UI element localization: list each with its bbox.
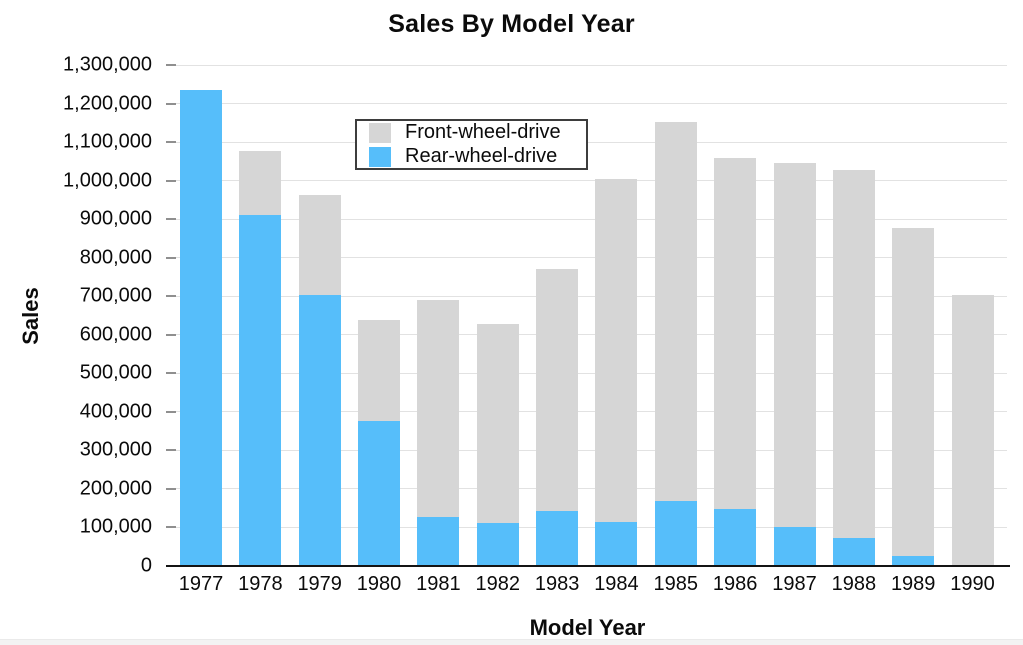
y-axis-tick [166,410,176,413]
bar-rear-wheel-drive-1981 [417,516,460,566]
bar-front-wheel-drive-1985 [654,121,697,502]
x-axis-title: Model Year [529,615,646,640]
y-tick-label: 600,000 [79,323,152,346]
y-tick-label: 700,000 [79,284,152,307]
y-tick-label: 1,200,000 [63,92,152,115]
x-tick-label: 1983 [534,573,580,595]
bar-front-wheel-drive-1988 [832,170,875,539]
bar-front-wheel-drive-1987 [773,162,816,528]
y-axis-tick [166,372,176,375]
gridline [168,218,1007,220]
bar-rear-wheel-drive-1988 [832,538,875,566]
bar-front-wheel-drive-1990 [951,295,994,566]
y-tick-label: 800,000 [79,246,152,269]
y-axis-tick [166,487,176,490]
x-tick-label: 1985 [653,573,699,595]
y-tick-label: 100,000 [79,515,152,538]
gridline [168,411,1007,413]
gridline [168,257,1007,259]
gridline [168,488,1007,490]
y-tick-label: 1,300,000 [63,53,152,76]
y-axis-tick [166,64,176,66]
bar-front-wheel-drive-1989 [892,228,935,557]
gridline [168,449,1007,451]
y-tick-label: 900,000 [79,207,152,230]
x-tick-label: 1987 [772,573,817,595]
y-tick-label: 1,000,000 [63,169,152,192]
y-axis-tick [166,333,176,336]
bar-rear-wheel-drive-1977 [180,90,222,566]
gridline [168,372,1007,374]
bar-front-wheel-drive-1982 [476,323,519,523]
legend-label: Rear-wheel-drive [405,145,558,167]
gridline [168,64,1007,66]
bar-front-wheel-drive-1984 [595,179,638,523]
y-axis-tick [166,256,176,259]
x-tick-label: 1980 [356,573,402,595]
legend-item-rear-wheel-drive: Rear-wheel-drive [357,145,586,168]
x-tick-label: 1982 [475,573,521,595]
legend-label: Front-wheel-drive [405,121,561,143]
y-tick-label: 200,000 [79,477,152,500]
bar-rear-wheel-drive-1985 [654,501,697,566]
y-tick-label: 500,000 [79,361,152,384]
bar-rear-wheel-drive-1982 [476,522,519,566]
gridline [168,526,1007,528]
bar-front-wheel-drive-1981 [417,300,460,517]
y-axis-tick [166,141,176,144]
y-tick-label: 400,000 [79,400,152,423]
gridline [168,334,1007,336]
bar-front-wheel-drive-1980 [358,320,401,422]
bar-rear-wheel-drive-1978 [239,215,282,566]
bar-rear-wheel-drive-1979 [298,295,341,566]
bar-rear-wheel-drive-1986 [714,509,757,566]
y-axis-tick [166,449,176,452]
y-tick-label: 1,100,000 [63,130,152,153]
bar-rear-wheel-drive-1984 [595,522,638,566]
y-axis-tick [166,295,176,298]
x-tick-label: 1977 [178,573,224,595]
y-axis-tick [166,526,176,529]
gridline [168,180,1007,182]
y-axis-tick [166,218,176,221]
bar-front-wheel-drive-1986 [714,157,757,510]
window-bottom-edge [0,639,1023,645]
x-tick-label: 1990 [950,573,995,595]
x-tick-label: 1986 [712,573,758,595]
x-tick-label: 1988 [831,573,877,595]
legend: Front-wheel-drive Rear-wheel-drive [355,119,588,170]
bar-front-wheel-drive-1979 [298,195,341,296]
front-wheel-drive-swatch-icon [369,122,391,143]
rear-wheel-drive-swatch-icon [369,146,391,167]
bar-front-wheel-drive-1983 [536,269,579,511]
x-tick-label: 1989 [890,573,936,595]
x-tick-label: 1981 [416,573,461,595]
bar-rear-wheel-drive-1987 [773,527,816,566]
bar-front-wheel-drive-1978 [239,150,282,216]
gridline [168,295,1007,297]
y-axis-tick [166,179,176,182]
legend-item-front-wheel-drive: Front-wheel-drive [357,121,586,144]
y-tick-label: 0 [140,554,152,577]
bar-rear-wheel-drive-1983 [536,510,579,566]
y-tick-label: 300,000 [79,438,152,461]
x-tick-label: 1984 [594,573,639,595]
x-tick-label: 1979 [297,573,342,595]
gridline [168,103,1007,105]
y-axis-tick [166,102,176,105]
chart-title: Sales By Model Year [388,10,635,38]
x-tick-label: 1978 [238,573,283,595]
bar-rear-wheel-drive-1989 [892,556,935,566]
x-axis-line [166,565,1010,567]
bar-rear-wheel-drive-1980 [358,421,401,566]
